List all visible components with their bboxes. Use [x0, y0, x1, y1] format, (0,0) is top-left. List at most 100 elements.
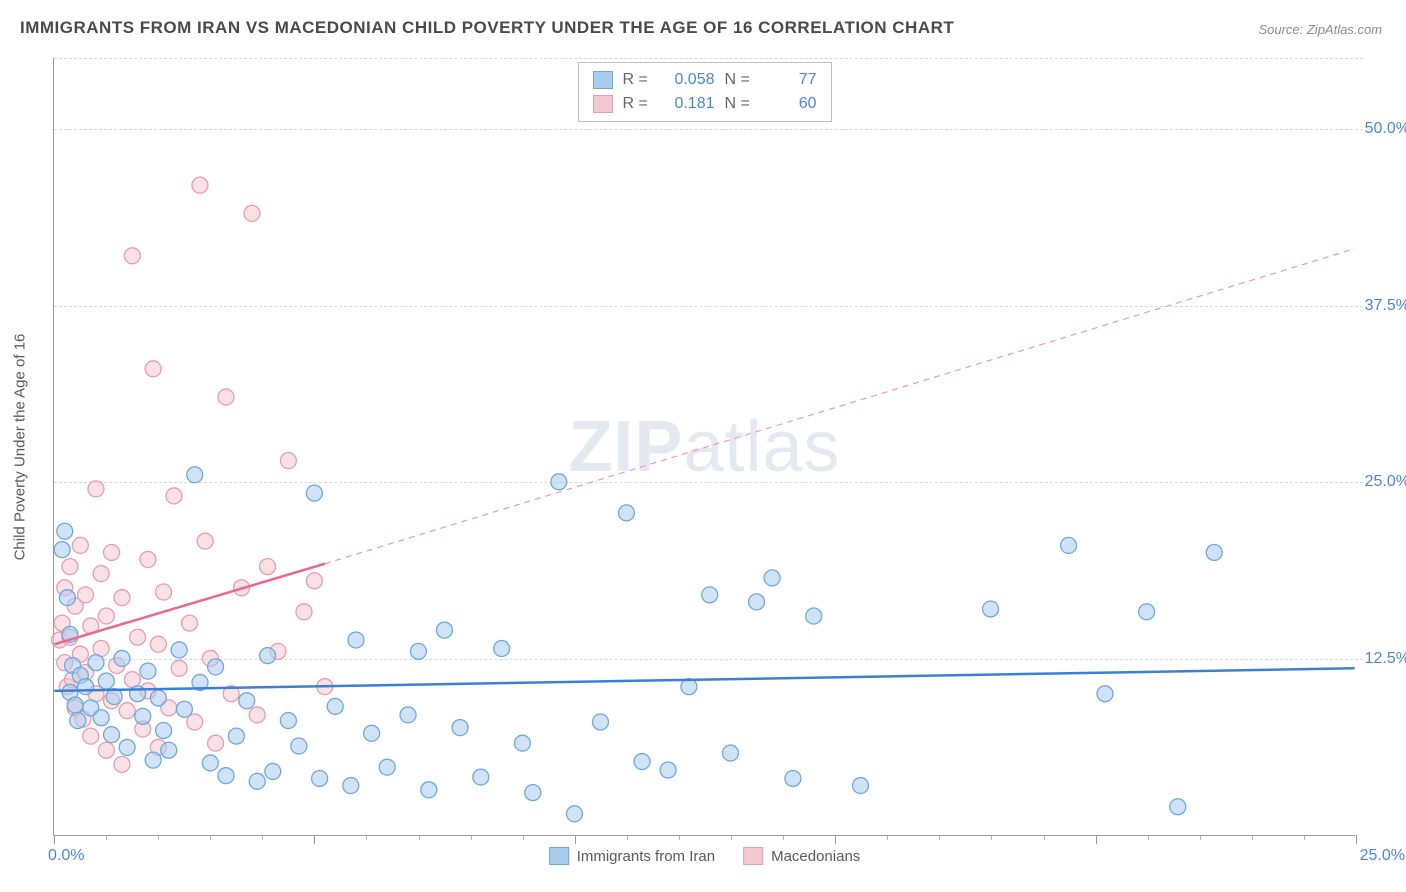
point-iran [59, 590, 75, 606]
point-macedonians [244, 205, 260, 221]
point-macedonians [62, 559, 78, 575]
legend-r-value: 0.181 [661, 95, 715, 113]
point-iran [494, 641, 510, 657]
point-iran [1139, 604, 1155, 620]
point-macedonians [192, 177, 208, 193]
x-tick-minor [1148, 835, 1149, 840]
legend-swatch [743, 847, 763, 865]
x-tick-minor [106, 835, 107, 840]
point-iran [525, 785, 541, 801]
point-iran [400, 707, 416, 723]
point-iran [514, 735, 530, 751]
point-iran [54, 542, 70, 558]
point-iran [202, 755, 218, 771]
point-iran [473, 769, 489, 785]
x-axis-max-label: 25.0% [1360, 847, 1405, 865]
x-tick-minor [262, 835, 263, 840]
point-iran [723, 745, 739, 761]
point-iran [364, 725, 380, 741]
point-iran [57, 523, 73, 539]
point-iran [660, 762, 676, 778]
point-macedonians [72, 537, 88, 553]
x-tick-minor [939, 835, 940, 840]
point-macedonians [119, 703, 135, 719]
point-iran [187, 467, 203, 483]
legend-stats: R =0.058N =77R =0.181N =60 [578, 62, 832, 122]
x-tick-minor [210, 835, 211, 840]
point-iran [145, 752, 161, 768]
y-axis-label: Child Poverty Under the Age of 16 [12, 333, 29, 560]
x-tick-major [314, 835, 315, 844]
point-iran [239, 693, 255, 709]
point-iran [306, 485, 322, 501]
point-iran [98, 673, 114, 689]
legend-swatch [549, 847, 569, 865]
point-macedonians [140, 552, 156, 568]
point-macedonians [166, 488, 182, 504]
x-tick-minor [991, 835, 992, 840]
point-iran [228, 728, 244, 744]
point-iran [260, 648, 276, 664]
point-iran [436, 622, 452, 638]
point-iran [702, 587, 718, 603]
point-iran [291, 738, 307, 754]
point-iran [156, 722, 172, 738]
point-iran [421, 782, 437, 798]
legend-r-label: R = [623, 71, 651, 89]
x-tick-minor [419, 835, 420, 840]
point-iran [312, 771, 328, 787]
point-iran [140, 663, 156, 679]
point-iran [135, 708, 151, 724]
point-iran [218, 768, 234, 784]
point-iran [764, 570, 780, 586]
legend-series: Immigrants from IranMacedonians [549, 847, 861, 865]
point-iran [88, 655, 104, 671]
point-macedonians [296, 604, 312, 620]
x-tick-minor [158, 835, 159, 840]
x-tick-minor [887, 835, 888, 840]
point-iran [114, 650, 130, 666]
point-macedonians [156, 584, 172, 600]
point-iran [265, 763, 281, 779]
point-iran [176, 701, 192, 717]
point-iran [618, 505, 634, 521]
legend-n-label: N = [725, 71, 753, 89]
legend-r-label: R = [623, 95, 651, 113]
x-tick-minor [627, 835, 628, 840]
x-tick-minor [1044, 835, 1045, 840]
point-iran [161, 742, 177, 758]
legend-swatch [593, 71, 613, 89]
point-macedonians [208, 735, 224, 751]
point-iran [93, 710, 109, 726]
point-iran [592, 714, 608, 730]
x-tick-major [1096, 835, 1097, 844]
point-iran [379, 759, 395, 775]
point-iran [566, 806, 582, 822]
chart-title: IMMIGRANTS FROM IRAN VS MACEDONIAN CHILD… [20, 18, 954, 38]
point-iran [749, 594, 765, 610]
point-macedonians [124, 248, 140, 264]
point-macedonians [150, 636, 166, 652]
point-iran [452, 720, 468, 736]
x-tick-minor [1200, 835, 1201, 840]
point-iran [343, 778, 359, 794]
legend-n-value: 77 [763, 71, 817, 89]
source-label: Source: ZipAtlas.com [1258, 22, 1382, 37]
scatter-svg [54, 58, 1355, 835]
point-macedonians [306, 573, 322, 589]
point-macedonians [88, 481, 104, 497]
point-macedonians [249, 707, 265, 723]
point-iran [806, 608, 822, 624]
point-iran [1061, 537, 1077, 553]
point-iran [280, 713, 296, 729]
point-iran [1170, 799, 1186, 815]
legend-series-label: Macedonians [771, 848, 860, 865]
x-tick-minor [366, 835, 367, 840]
point-macedonians [171, 660, 187, 676]
point-iran [551, 474, 567, 490]
point-iran [1097, 686, 1113, 702]
legend-n-label: N = [725, 95, 753, 113]
point-macedonians [197, 533, 213, 549]
point-macedonians [260, 559, 276, 575]
point-iran [1206, 544, 1222, 560]
